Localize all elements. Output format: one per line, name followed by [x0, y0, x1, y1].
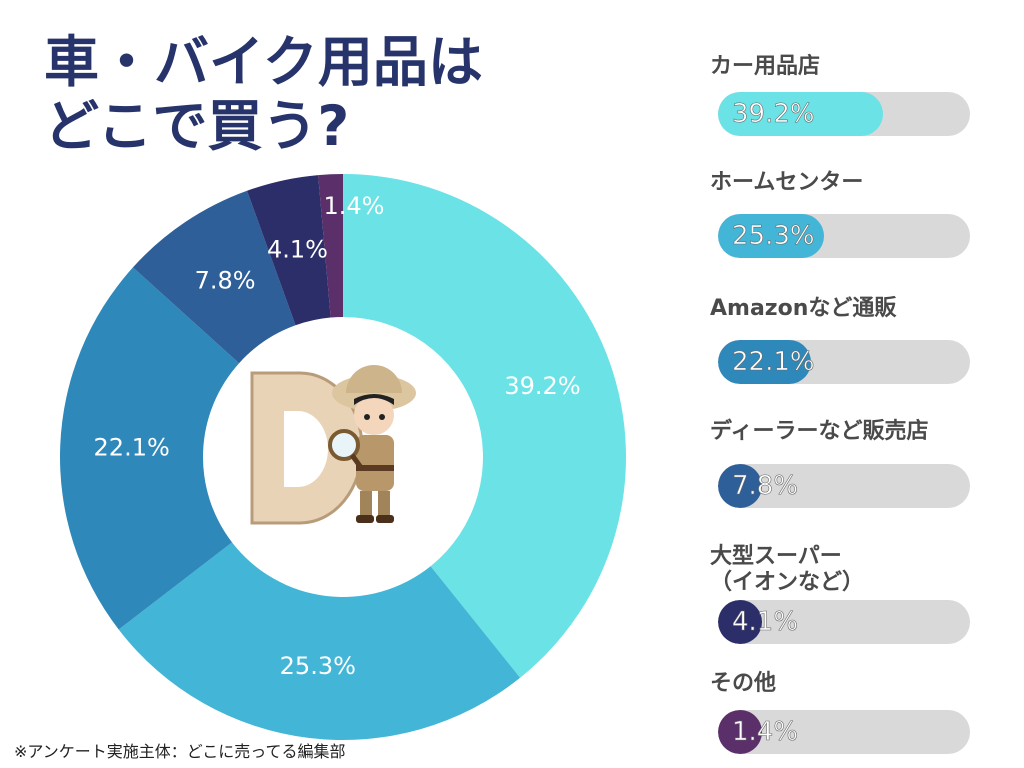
footnote: ※アンケート実施主体：どこに売ってる編集部 — [14, 742, 346, 761]
donut-chart: 39.2% 25.3% 22.1% 7.8% 4.1% 1.4% — [59, 174, 626, 740]
slice-value-label: 7.8% — [195, 266, 256, 294]
legend-label: ディーラーなど販売店 — [710, 419, 929, 444]
title-line-2: どこで買う? — [44, 94, 350, 158]
donut-slice — [118, 542, 521, 740]
progress-track: 1.4% — [718, 710, 970, 754]
legend-label: その他 — [710, 671, 777, 696]
title-line-1: 車・バイク用品は — [44, 30, 483, 94]
slice-value-label: 39.2% — [504, 372, 580, 400]
donut-slice — [343, 174, 626, 678]
progress-fill — [718, 340, 811, 384]
progress-track: 7.8% — [718, 464, 970, 508]
progress-track: 4.1% — [718, 600, 970, 644]
page-title: 車・バイク用品は どこで買う? — [44, 30, 604, 158]
progress-value: 1.4% — [732, 717, 799, 748]
legend-label: ホームセンター — [710, 170, 864, 195]
donut-slice — [247, 175, 331, 326]
progress-value: 7.8% — [732, 471, 799, 502]
legend-label: カー用品店 — [710, 54, 821, 79]
progress-track: 22.1% — [718, 340, 970, 384]
detective-mascot-icon — [250, 365, 416, 525]
progress-track: 25.3% — [718, 214, 970, 258]
legend-label: Amazonなど通販 — [710, 296, 897, 321]
progress-track: 39.2% — [718, 92, 970, 136]
slice-value-label: 4.1% — [267, 235, 328, 263]
progress-fill — [718, 710, 762, 754]
donut-slice — [59, 267, 240, 630]
progress-fill — [718, 92, 883, 136]
donut-slice — [318, 174, 343, 318]
donut-slice — [132, 190, 296, 364]
progress-value: 4.1% — [732, 607, 799, 638]
slice-value-label: 1.4% — [324, 192, 385, 220]
progress-fill — [718, 464, 762, 508]
slice-value-label: 25.3% — [280, 652, 356, 680]
legend-label: 大型スーパー （イオンなど） — [710, 544, 865, 595]
progress-fill — [718, 214, 825, 258]
progress-value: 25.3% — [732, 221, 815, 252]
progress-value: 39.2% — [732, 99, 815, 130]
progress-value: 22.1% — [732, 347, 815, 378]
progress-fill — [718, 600, 762, 644]
slice-value-label: 22.1% — [94, 434, 170, 462]
